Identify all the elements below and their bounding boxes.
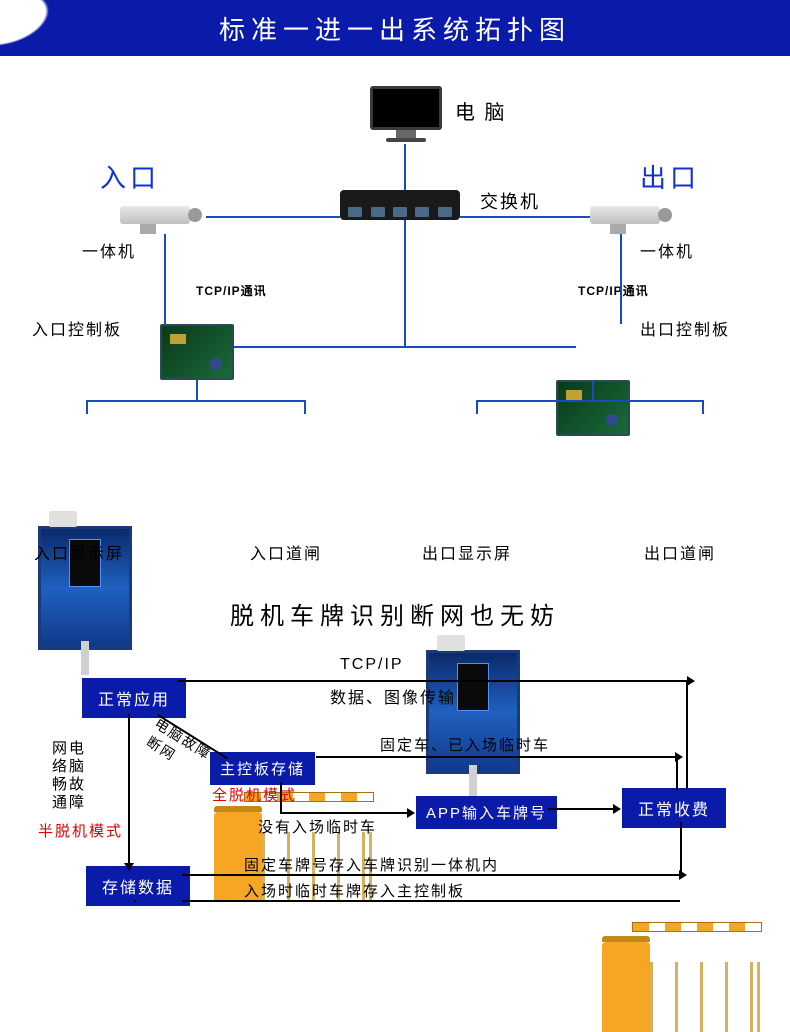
entrance-machine-label: 一体机 xyxy=(82,238,136,262)
box-app-input: APP输入车牌号 xyxy=(416,796,557,829)
connector-line xyxy=(164,234,166,324)
edge-net-ok-pc-fault: 网电 络脑 畅故 通障 xyxy=(52,740,86,812)
connector-line xyxy=(86,400,88,414)
flow-edge xyxy=(686,680,688,788)
box-store-data: 存储数据 xyxy=(86,866,190,906)
flow-edge xyxy=(128,714,130,864)
exit-board-label: 出口控制板 xyxy=(640,316,730,340)
edge-half-offline: 半脱机模式 xyxy=(38,820,123,841)
box-normal-app: 正常应用 xyxy=(82,678,186,718)
connector-line xyxy=(460,216,590,218)
switch-icon xyxy=(340,190,460,220)
topology-diagram: 电 脑 交换机 入口 出口 一体机 一体机 TCP/IP通讯 TCP/IP通讯 … xyxy=(0,56,790,556)
edge-fixed-plate: 固定车牌号存入车牌识别一体机内 xyxy=(244,854,499,875)
title-banner: 标准一进一出系统拓扑图 xyxy=(0,0,790,56)
entrance-board-icon xyxy=(160,324,234,380)
flow-edge xyxy=(178,680,688,682)
tcpip-label-right: TCP/IP通讯 xyxy=(578,282,649,299)
flow-edge xyxy=(548,808,614,810)
connector-line xyxy=(592,380,594,400)
connector-line xyxy=(476,400,478,414)
connector-line xyxy=(196,380,198,400)
exit-camera-icon xyxy=(590,206,675,234)
box-normal-charge: 正常收费 xyxy=(622,788,726,828)
edge-tcpip: TCP/IP xyxy=(340,656,404,674)
entrance-camera-icon xyxy=(120,206,205,234)
edge-fixed-temp: 固定车、已入场临时车 xyxy=(380,734,550,755)
banner-title: 标准一进一出系统拓扑图 xyxy=(219,10,571,47)
connector-line xyxy=(404,144,406,190)
edge-data-image: 数据、图像传输 xyxy=(330,684,456,708)
offline-flow-diagram: 脱机车牌识别断网也无妨 正常应用 主控板存储 APP输入车牌号 正常收费 存储数… xyxy=(0,556,790,936)
exit-machine-label: 一体机 xyxy=(640,238,694,262)
computer-icon xyxy=(370,86,442,142)
section2-title: 脱机车牌识别断网也无妨 xyxy=(30,596,760,631)
banner-swoosh-icon xyxy=(0,0,98,56)
flow-edge xyxy=(280,782,282,812)
flow-edge xyxy=(680,822,682,874)
connector-line xyxy=(304,400,306,414)
connector-line xyxy=(404,220,406,346)
edge-full-offline: 全脱机模式 xyxy=(212,784,297,805)
connector-line xyxy=(86,400,306,402)
switch-label: 交换机 xyxy=(480,188,540,214)
entrance-heading: 入口 xyxy=(100,158,160,195)
flow-edge xyxy=(134,900,136,902)
edge-no-temp: 没有入场临时车 xyxy=(258,816,377,837)
exit-heading: 出口 xyxy=(640,158,700,195)
connector-line xyxy=(206,216,340,218)
flow-edge xyxy=(316,756,676,758)
connector-line xyxy=(232,346,576,348)
connector-line xyxy=(702,400,704,414)
edge-temp-plate: 入场时临时车牌存入主控制板 xyxy=(244,880,465,901)
tcpip-label-left: TCP/IP通讯 xyxy=(196,282,267,299)
connector-line xyxy=(620,234,622,324)
flow-edge xyxy=(676,756,678,790)
connector-line xyxy=(476,400,704,402)
entrance-board-label: 入口控制板 xyxy=(32,316,122,340)
flow-edge xyxy=(280,812,408,814)
computer-label: 电 脑 xyxy=(455,96,507,125)
